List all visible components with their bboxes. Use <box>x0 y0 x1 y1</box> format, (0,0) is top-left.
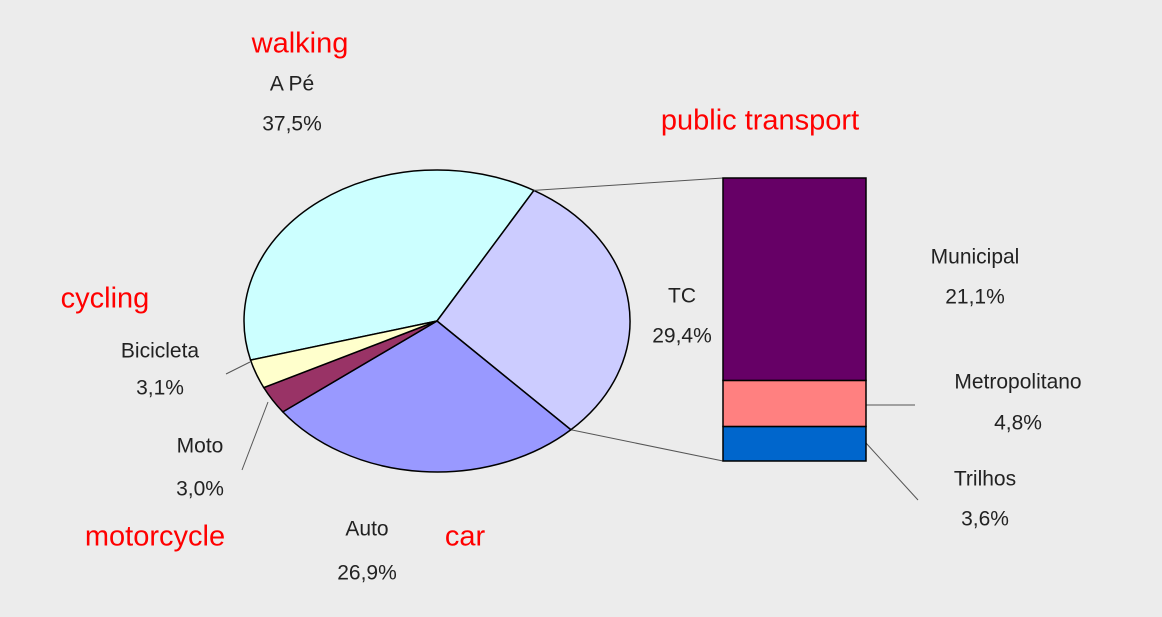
slice-label: Bicicleta <box>121 340 200 363</box>
bar-segment <box>722 177 867 382</box>
slice-value-label: 37,5% <box>262 113 322 136</box>
connector-line <box>570 429 724 462</box>
slice-label: TC <box>668 285 696 308</box>
annotation: cycling <box>61 283 150 315</box>
pie-slice <box>281 320 573 473</box>
bar-segment <box>722 425 867 462</box>
slice-label: Moto <box>177 435 224 458</box>
annotation: motorcycle <box>85 521 225 553</box>
annotation: walking <box>251 28 349 60</box>
bar-label: Trilhos <box>954 468 1016 491</box>
slice-value-label: 3,0% <box>176 478 224 501</box>
slice-value-label: 3,1% <box>136 377 184 400</box>
annotation: public transport <box>661 105 859 137</box>
pie-slice <box>249 320 438 389</box>
bar-segment <box>722 379 867 428</box>
slice-label: A Pé <box>270 73 314 96</box>
slice-value-label: 26,9% <box>337 562 397 585</box>
bar-value-label: 21,1% <box>945 286 1005 309</box>
leader-line <box>241 401 269 471</box>
pie-slice <box>435 189 631 431</box>
bar-label: Municipal <box>931 246 1020 269</box>
annotation: car <box>445 521 486 553</box>
slice-label: Auto <box>345 518 388 541</box>
leader-line <box>865 442 919 501</box>
leader-line <box>225 361 251 375</box>
bar-value-label: 4,8% <box>994 412 1042 435</box>
bar-label: Metropolitano <box>954 371 1081 394</box>
connector-line <box>533 177 724 191</box>
pie-slice <box>243 169 536 361</box>
slice-value-label: 29,4% <box>652 325 712 348</box>
bar-value-label: 3,6% <box>961 508 1009 531</box>
